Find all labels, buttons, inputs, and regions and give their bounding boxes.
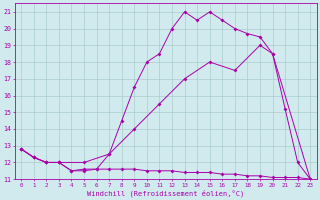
X-axis label: Windchill (Refroidissement éolien,°C): Windchill (Refroidissement éolien,°C) xyxy=(87,189,244,197)
